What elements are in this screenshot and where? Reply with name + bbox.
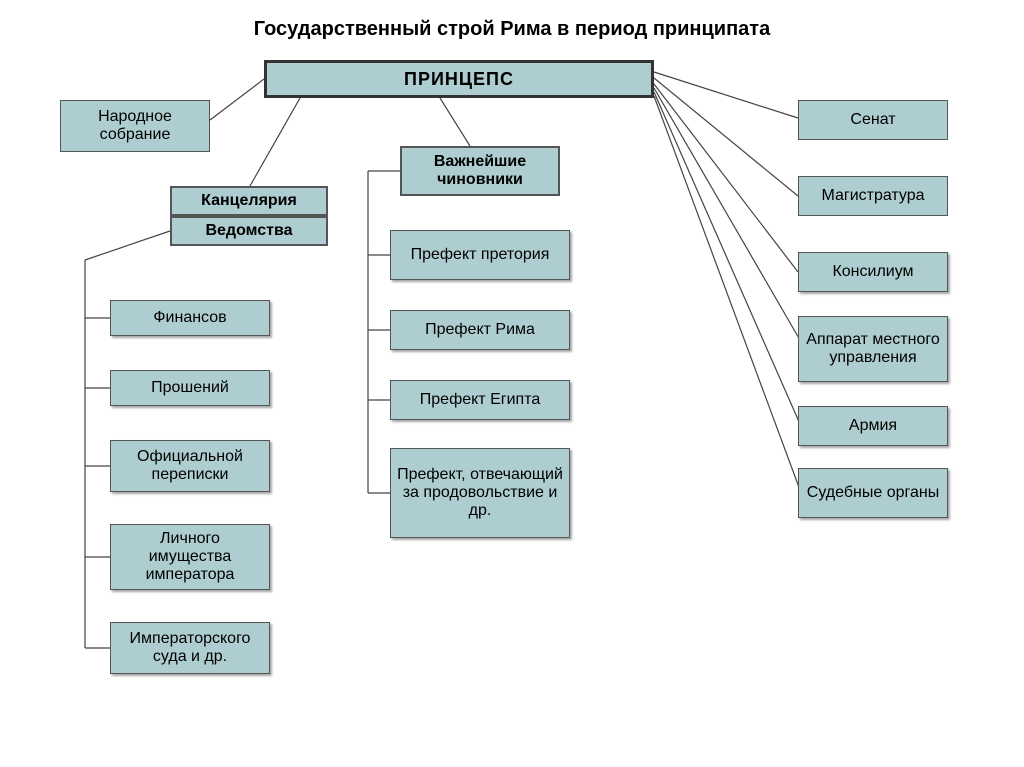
node-property: Личного имущества императора <box>110 524 270 590</box>
node-correspond: Официальной переписки <box>110 440 270 492</box>
node-local: Аппарат местного управления <box>798 316 948 382</box>
node-petitions: Прошений <box>110 370 270 406</box>
node-consil: Консилиум <box>798 252 948 292</box>
node-officials: Важнейшие чиновники <box>400 146 560 196</box>
node-finance: Финансов <box>110 300 270 336</box>
node-senate: Сенат <box>798 100 948 140</box>
node-assembly: Народное собрание <box>60 100 210 152</box>
node-judicial: Судебные органы <box>798 468 948 518</box>
diagram-title: Государственный строй Рима в период прин… <box>0 18 1024 41</box>
node-praetor: Префект претория <box>390 230 570 280</box>
node-princeps: ПРИНЦЕПС <box>264 60 654 98</box>
node-court: Императорского суда и др. <box>110 622 270 674</box>
node-magistr: Магистратура <box>798 176 948 216</box>
node-egypt: Префект Египта <box>390 380 570 420</box>
node-rome: Префект Рима <box>390 310 570 350</box>
node-chancery: Канцелярия <box>170 186 328 216</box>
node-army: Армия <box>798 406 948 446</box>
node-agencies: Ведомства <box>170 216 328 246</box>
node-food: Префект, отвечающий за продовольствие и … <box>390 448 570 538</box>
